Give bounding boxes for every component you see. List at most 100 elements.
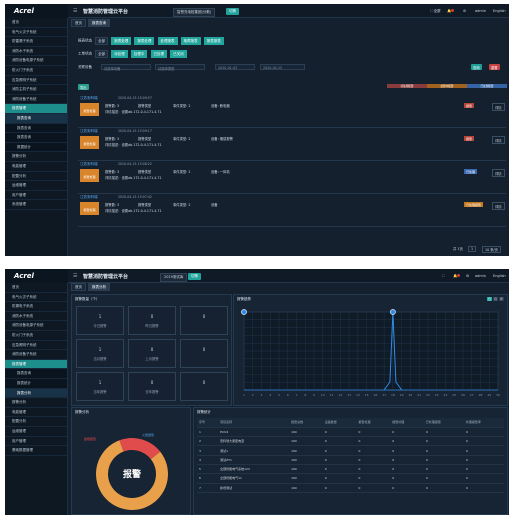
filter-chip[interactable]: 报表处理 [134,37,155,45]
fullscreen-button[interactable]: ⛶ 全屏 [430,9,441,13]
sidebar-item[interactable]: 报警分析 [5,398,67,408]
sidebar-item[interactable]: 系统管理 [5,200,67,210]
filter-chip[interactable]: 待处理 [111,50,128,58]
stat-value: 1 [98,314,102,319]
sidebar-item[interactable]: 防雷漏子系统 [5,37,67,47]
sidebar-item[interactable]: 消防设备子系统 [5,95,67,105]
project-select[interactable]: 智慧充电桩集团(分散) [173,8,216,17]
sidebar-item[interactable]: 用户管理 [5,191,67,201]
range-year-button[interactable]: 年 [498,297,504,301]
sidebar-item[interactable]: 电能管理 [5,408,67,418]
device-select[interactable]: 请选择设备 [101,64,151,71]
filter-chip-all[interactable]: 全部 [95,50,109,58]
filter-chip-all[interactable]: 全部 [95,37,109,45]
sidebar-item[interactable]: 用户管理 [5,437,67,447]
sidebar-item[interactable]: 配置分析 [5,417,67,427]
sidebar-item[interactable]: 运维管理 [5,427,67,437]
page-size-select[interactable]: 10 条/页 [482,246,501,253]
sidebar-item[interactable]: 首页 [5,283,67,293]
table-row[interactable]: 3 测试1 100 0 0 0 0 0 [197,445,504,456]
sidebar-item[interactable]: 运维管理 [5,181,67,191]
sidebar-item[interactable]: 消防设备电源子系统 [5,56,67,66]
tab-alarm-analysis[interactable]: 报表分析 [88,283,110,291]
table-row[interactable]: 6 全部智能电气11 100 0 0 0 0 0 [197,473,504,484]
bell-icon[interactable]: 🔔 [447,9,455,13]
user-name[interactable]: admin [475,274,486,278]
menu-toggle-icon[interactable]: ☰ [73,273,78,279]
project-select[interactable]: 2019测试库 [160,273,188,282]
bell-icon[interactable]: 🔔 [453,274,461,278]
range-day-button[interactable]: 日 [487,297,493,301]
filter-chip[interactable]: 处理中 [130,50,148,58]
sidebar-item[interactable]: 数据统计 [5,142,67,153]
tab-home[interactable]: 首页 [71,283,86,291]
sidebar-item[interactable]: 配置分析 [5,172,67,182]
filter-chip[interactable]: 已关闭 [170,50,187,58]
sidebar-item[interactable]: 电气火灾子系统 [5,293,67,303]
sidebar-item[interactable]: 防火门子系统 [5,331,67,341]
sidebar-item[interactable]: 首页 [5,18,67,28]
sidebar-item[interactable]: 报表管理 [5,104,67,114]
sidebar-item[interactable]: 报表查询 [5,369,67,379]
range-month-button[interactable]: 月 [493,297,499,301]
filter-chip[interactable]: 报表处理 [111,37,132,45]
language-switch[interactable]: English [493,9,506,13]
pager-page[interactable]: 1 [468,246,477,252]
menu-toggle-icon[interactable]: ☰ [73,8,78,14]
user-name[interactable]: admin [475,9,486,13]
filter-chip[interactable]: 故障报表 [180,37,201,45]
sidebar-item[interactable]: 电气火灾子系统 [5,28,67,38]
detail-button[interactable]: 详情 [492,169,505,177]
filter-chip[interactable]: 已处理 [150,50,167,58]
date-to-input[interactable]: 2020-04-15 [260,64,305,70]
query-button[interactable]: 查询 [471,64,482,70]
detail-button[interactable]: 详情 [492,202,505,210]
expand-icon[interactable]: ⛶ [442,274,445,278]
sidebar-item[interactable]: 防火门子系统 [5,66,67,76]
sidebar-item[interactable]: 消防设备子系统 [5,350,67,360]
sidebar-item[interactable]: 消防设备电源子系统 [5,321,67,331]
table-cell: 3 [197,445,219,456]
export-button[interactable]: 导出 [78,84,89,90]
sidebar-item[interactable]: 电能管理 [5,162,67,172]
tab-home[interactable]: 首页 [71,19,86,27]
table-cell: 0 [390,473,424,484]
table-row[interactable]: 1 ECU4 100 0 0 0 0 0 [197,427,504,438]
sidebar-item[interactable]: 消防水子系统 [5,47,67,57]
detail-button[interactable]: 详情 [492,136,505,144]
sidebar-item[interactable]: 基础数据管理 [5,446,67,456]
date-from-input[interactable]: 2020-01-03 [215,64,255,70]
reset-button[interactable]: 重置 [489,64,500,70]
alarm-card-name[interactable]: 江苏安科瑞 [80,129,98,133]
detail-button[interactable]: 详情 [492,103,505,111]
table-row[interactable]: 5 全部智能电气系统123 100 0 0 0 0 0 [197,464,504,475]
sidebar-item[interactable]: 报表查询 [5,133,67,143]
sidebar-item[interactable]: 应急照明子系统 [5,341,67,351]
language-switch[interactable]: English [493,274,506,278]
type-select[interactable]: 请选择类型 [155,64,205,71]
alarm-card-detail: 详情描述：设置ab.172.0.4.171.4.71 [105,143,162,147]
filter-chip[interactable]: 报表报表 [203,37,224,45]
settings-icon[interactable]: ⚙ [466,274,470,278]
alarm-card-name[interactable]: 江苏安科瑞 [80,195,98,199]
sidebar-item[interactable]: 报表查询 [5,113,67,124]
switch-project-button[interactable]: 切换 [226,8,239,15]
sidebar-item[interactable]: 报表分析 [5,388,67,399]
sidebar-item[interactable]: 应急照明子系统 [5,76,67,86]
settings-icon[interactable]: ⚙ [463,9,467,13]
switch-project-button[interactable]: 切换 [188,273,201,280]
sidebar-item[interactable]: 报警分析 [5,152,67,162]
sidebar-item[interactable]: 报表查询 [5,123,67,134]
alarm-card-name[interactable]: 江苏安科瑞 [80,162,98,166]
sidebar-item[interactable]: 消防水子系统 [5,312,67,322]
sidebar-item[interactable]: 报表统计 [5,378,67,389]
sidebar-item[interactable]: 报表管理 [5,359,67,370]
filter-chip[interactable]: 处理报表 [157,37,178,45]
tab-alarm-query[interactable]: 报表查询 [88,19,110,27]
table-row[interactable]: 7 新增测试 100 0 0 0 0 0 [197,483,504,493]
sidebar-item[interactable]: 防漏电子系统 [5,302,67,312]
table-row[interactable]: 4 测试ZT1 100 0 0 0 0 0 [197,455,504,466]
alarm-card-name[interactable]: 江苏安科瑞 [80,96,98,100]
sidebar-item[interactable]: 消防主机子系统 [5,85,67,95]
table-row[interactable]: 2 安科瑞大厦配电室 100 0 0 0 0 0 [197,436,504,447]
